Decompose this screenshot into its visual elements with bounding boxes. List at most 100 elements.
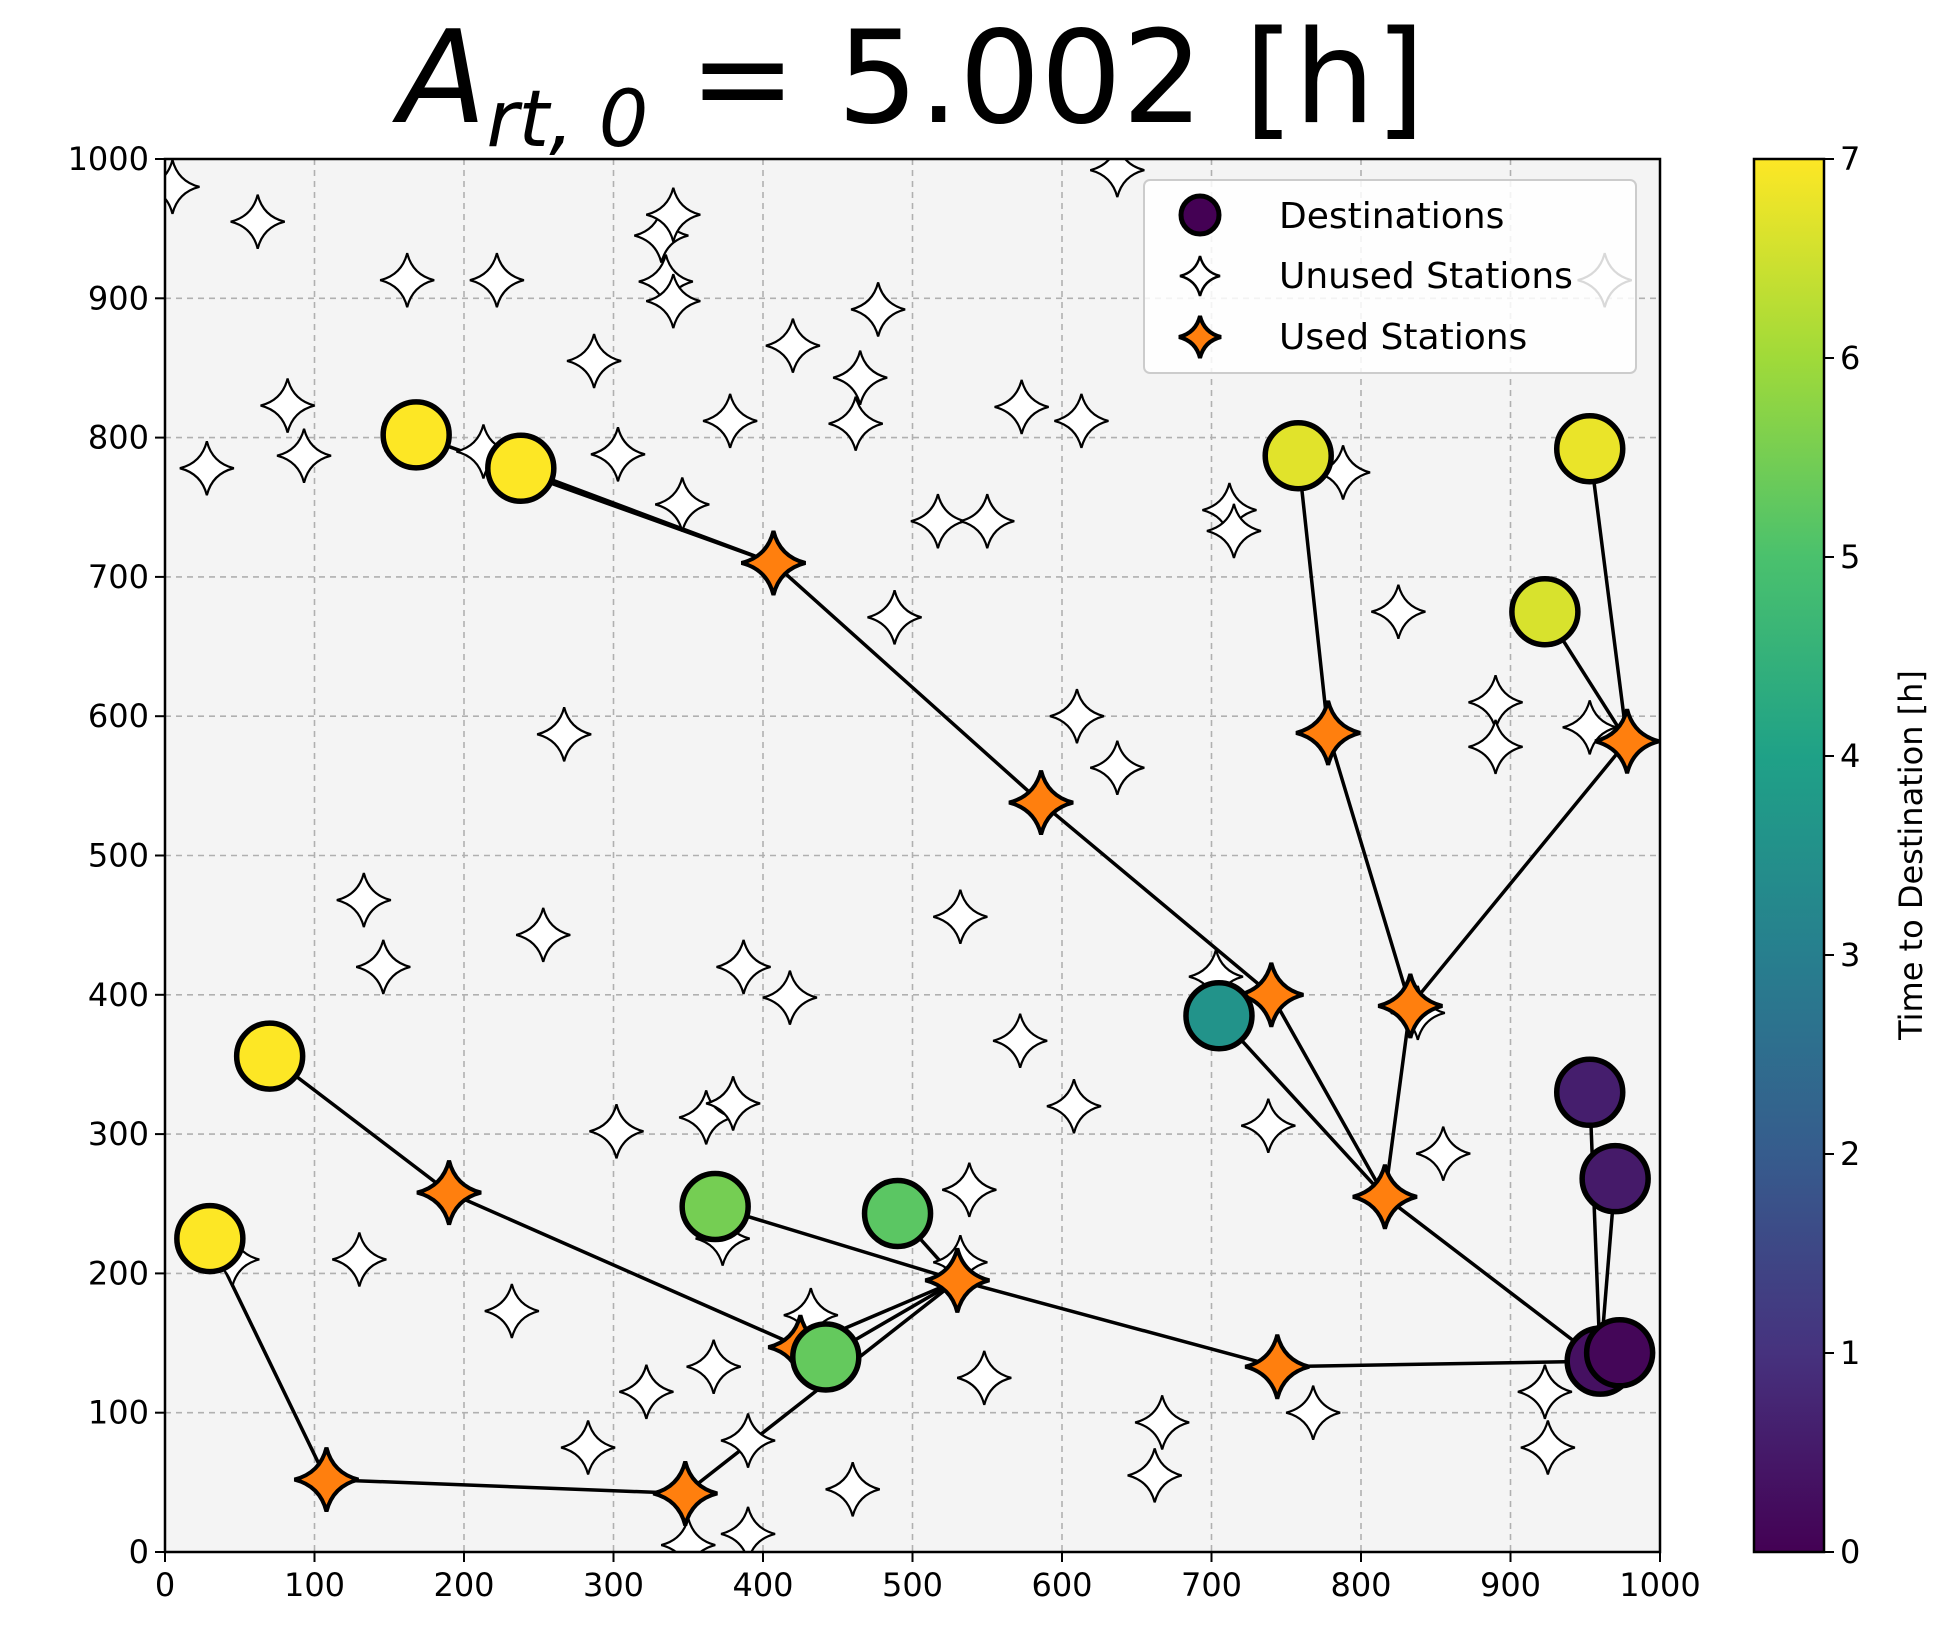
used-station-marker xyxy=(1295,700,1361,766)
unused-station-marker xyxy=(1468,719,1523,775)
x-tick-label: 600 xyxy=(1031,1566,1092,1604)
legend-destinations-label: Destinations xyxy=(1279,196,1504,237)
legend: Destinations Unused Stations Used Statio… xyxy=(1143,179,1637,374)
x-tick-label: 800 xyxy=(1330,1566,1391,1604)
title-base: A xyxy=(392,4,487,153)
y-tick-label: 500 xyxy=(88,837,149,875)
y-tick-label: 100 xyxy=(88,1394,149,1432)
unused-station-marker xyxy=(942,1162,997,1218)
colorbar-tick-label: 3 xyxy=(1840,936,1860,974)
unused-station-marker xyxy=(619,1364,674,1420)
y-tick-label: 0 xyxy=(129,1533,149,1571)
unused-station-marker xyxy=(260,378,315,433)
y-tick-label: 700 xyxy=(88,558,149,596)
y-tick-label: 900 xyxy=(88,279,149,317)
colorbar-tick-label: 0 xyxy=(1840,1533,1860,1571)
legend-box xyxy=(1143,179,1637,374)
used-station-marker xyxy=(652,1460,718,1527)
legend-unused-marker xyxy=(1179,255,1221,297)
destination-marker xyxy=(1262,419,1334,492)
destinations xyxy=(174,399,1656,1397)
x-tick-label: 700 xyxy=(1181,1566,1242,1604)
colorbar-tick-label: 2 xyxy=(1840,1135,1860,1173)
chart-title: Art, 0 = 5.002 [h] xyxy=(392,4,1425,165)
unused-station-marker xyxy=(589,1104,644,1159)
unused-station-marker xyxy=(566,333,622,389)
unused-station-marker xyxy=(1562,700,1618,755)
unused-station-marker xyxy=(1371,584,1426,640)
colorbar-tick-label: 5 xyxy=(1840,538,1860,576)
legend-used-label: Used Stations xyxy=(1279,317,1527,358)
destination-marker xyxy=(1183,979,1255,1052)
used-station-marker xyxy=(1238,962,1304,1028)
unused-station-marker xyxy=(716,939,771,995)
y-tick-label: 200 xyxy=(88,1254,149,1292)
unused-station-marker xyxy=(956,1350,1012,1406)
destination-marker xyxy=(1509,575,1581,648)
x-tick-label: 100 xyxy=(284,1566,345,1604)
colorbar-tick-label: 4 xyxy=(1840,737,1860,775)
used-station-marker xyxy=(416,1160,482,1226)
unused-station-marker xyxy=(828,396,883,451)
unused-station-marker xyxy=(332,1232,387,1287)
colorbar xyxy=(1752,157,1826,1554)
unused-station-marker xyxy=(1046,1078,1102,1134)
route-line xyxy=(1296,455,1413,1198)
destination-marker xyxy=(1583,1317,1656,1389)
x-tick-label: 0 xyxy=(155,1566,175,1604)
unused-station-marker xyxy=(1049,688,1105,744)
unused-station-marker xyxy=(536,707,592,762)
unused-station-marker xyxy=(867,590,922,645)
unused-station-marker xyxy=(720,1413,776,1468)
unused-station-marker xyxy=(1520,1420,1576,1475)
used-station-marker xyxy=(740,530,807,596)
unused-station-marker xyxy=(702,393,758,449)
unused-station-marker xyxy=(515,907,571,963)
unused-station-marker xyxy=(276,428,332,483)
unused-station-marker xyxy=(762,970,818,1025)
destination-marker xyxy=(1553,412,1626,485)
x-tick-label: 500 xyxy=(882,1566,943,1604)
legend-unused-label: Unused Stations xyxy=(1279,256,1573,297)
unused-station-marker xyxy=(1090,159,1145,198)
unused-station-marker xyxy=(1054,393,1109,449)
unused-station-marker xyxy=(1285,1385,1341,1440)
unused-station-marker xyxy=(992,1013,1048,1069)
unused-station-marker xyxy=(720,1506,776,1552)
unused-station-marker xyxy=(469,252,525,308)
used-station-marker xyxy=(293,1447,360,1513)
unused-station-marker xyxy=(910,493,966,549)
unused-station-marker xyxy=(179,440,235,496)
colorbar-tick-label: 6 xyxy=(1840,339,1860,377)
y-tick-label: 300 xyxy=(88,1115,149,1153)
route-line xyxy=(1217,1014,1387,1198)
unused-station-marker xyxy=(660,1517,716,1552)
title-subscript: rt, 0 xyxy=(486,75,648,165)
x-tick-label: 400 xyxy=(732,1566,793,1604)
unused-station-marker xyxy=(1127,1448,1182,1503)
unused-station-marker xyxy=(590,427,646,482)
unused-station-marker xyxy=(355,939,411,995)
destination-marker xyxy=(174,1202,246,1275)
unused-station-marker xyxy=(379,252,435,308)
used-station-marker xyxy=(1244,1334,1310,1400)
colorbar-tick-label: 7 xyxy=(1840,140,1860,178)
y-tick-label: 600 xyxy=(88,697,149,735)
legend-used-marker xyxy=(1178,315,1222,359)
x-tick-label: 1000 xyxy=(1619,1566,1700,1604)
destination-marker xyxy=(861,1177,934,1250)
unused-stations xyxy=(165,159,1632,1552)
unused-station-marker xyxy=(336,872,392,928)
y-tick-label: 1000 xyxy=(68,140,149,178)
destination-marker xyxy=(1553,1056,1626,1129)
unused-station-marker xyxy=(1415,1126,1471,1181)
destination-marker xyxy=(1579,1142,1651,1215)
unused-station-marker xyxy=(825,1462,880,1517)
used-station-marker xyxy=(1377,973,1443,1039)
x-tick-label: 300 xyxy=(583,1566,644,1604)
colorbar-ticks: 0 1 2 3 4 5 6 7 xyxy=(1824,140,1860,1571)
unused-station-marker xyxy=(560,1420,616,1475)
y-tick-label: 800 xyxy=(88,419,149,457)
unused-station-marker xyxy=(1206,503,1262,559)
